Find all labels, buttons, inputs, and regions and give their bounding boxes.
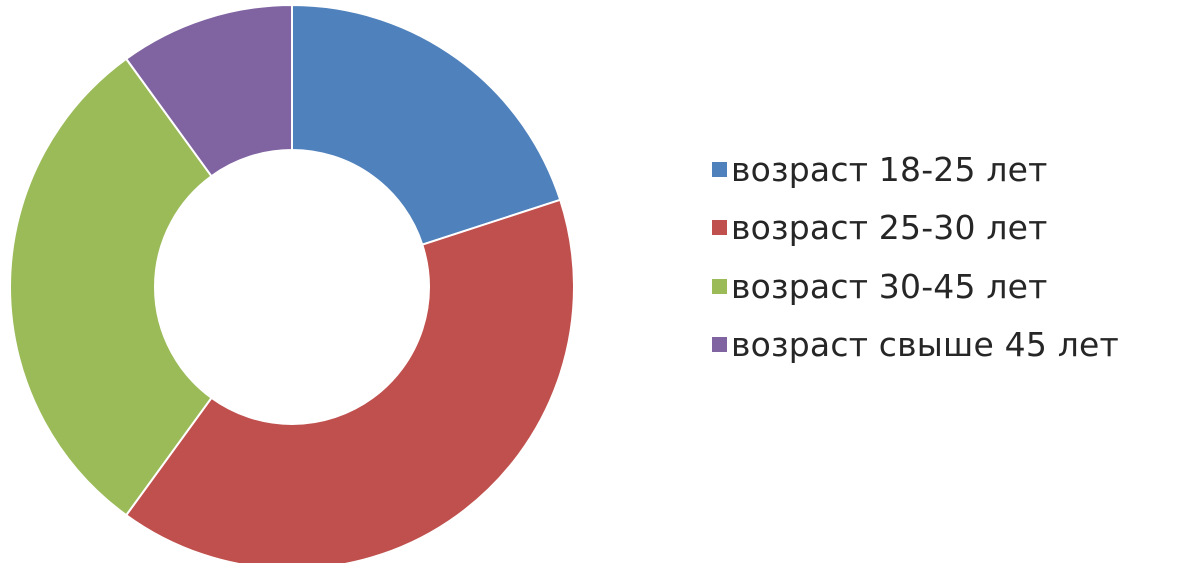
legend-item: возраст 30-45 лет <box>712 257 1119 316</box>
legend-item: возраст 18-25 лет <box>712 140 1119 199</box>
legend-label: возраст 18-25 лет <box>731 149 1048 189</box>
legend-label: возраст свыше 45 лет <box>731 325 1119 365</box>
chart-plot <box>9 3 575 563</box>
legend-label: возраст 25-30 лет <box>731 208 1048 248</box>
doughnut-slice-3 <box>9 57 213 517</box>
legend-swatch <box>712 337 727 353</box>
legend-swatch <box>712 220 727 236</box>
legend-item: возраст 25-30 лет <box>712 199 1119 258</box>
legend-swatch <box>712 161 727 177</box>
legend-label: возраст 30-45 лет <box>731 266 1048 306</box>
legend-item: возраст свыше 45 лет <box>712 316 1119 375</box>
doughnut-slice-2 <box>124 198 575 563</box>
chart-legend: возраст 18-25 лет возраст 25-30 лет возрас… <box>712 140 1119 374</box>
doughnut-slice-1 <box>291 3 562 246</box>
legend-swatch <box>712 278 727 294</box>
doughnut-slice-4 <box>124 3 293 178</box>
